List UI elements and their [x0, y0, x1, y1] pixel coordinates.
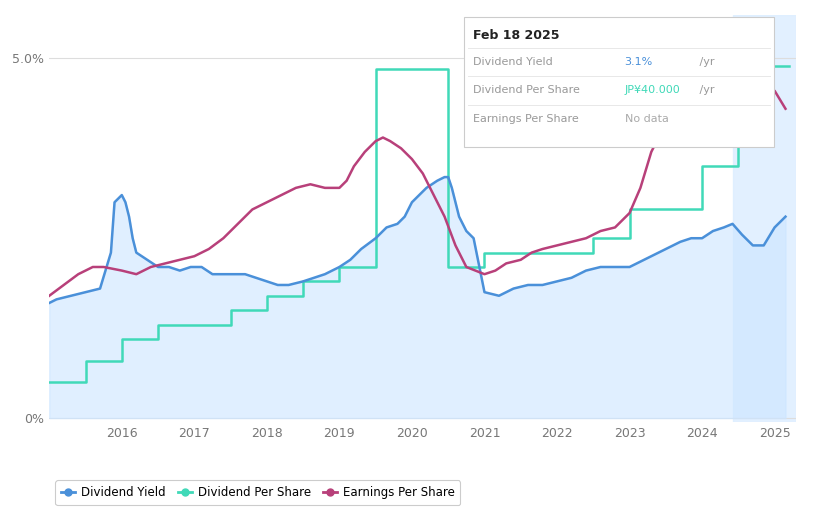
- Text: Feb 18 2025: Feb 18 2025: [473, 29, 559, 42]
- Text: /yr: /yr: [695, 57, 714, 67]
- Text: Dividend Yield: Dividend Yield: [473, 57, 553, 67]
- Text: No data: No data: [625, 114, 668, 124]
- FancyBboxPatch shape: [464, 17, 774, 147]
- Text: Past: Past: [736, 34, 761, 47]
- Bar: [732, 15, 796, 422]
- Text: JP¥40.000: JP¥40.000: [625, 85, 681, 96]
- Text: Earnings Per Share: Earnings Per Share: [473, 114, 579, 124]
- Text: Dividend Per Share: Dividend Per Share: [473, 85, 580, 96]
- Text: 3.1%: 3.1%: [625, 57, 653, 67]
- Legend: Dividend Yield, Dividend Per Share, Earnings Per Share: Dividend Yield, Dividend Per Share, Earn…: [55, 481, 461, 505]
- Text: /yr: /yr: [695, 85, 714, 96]
